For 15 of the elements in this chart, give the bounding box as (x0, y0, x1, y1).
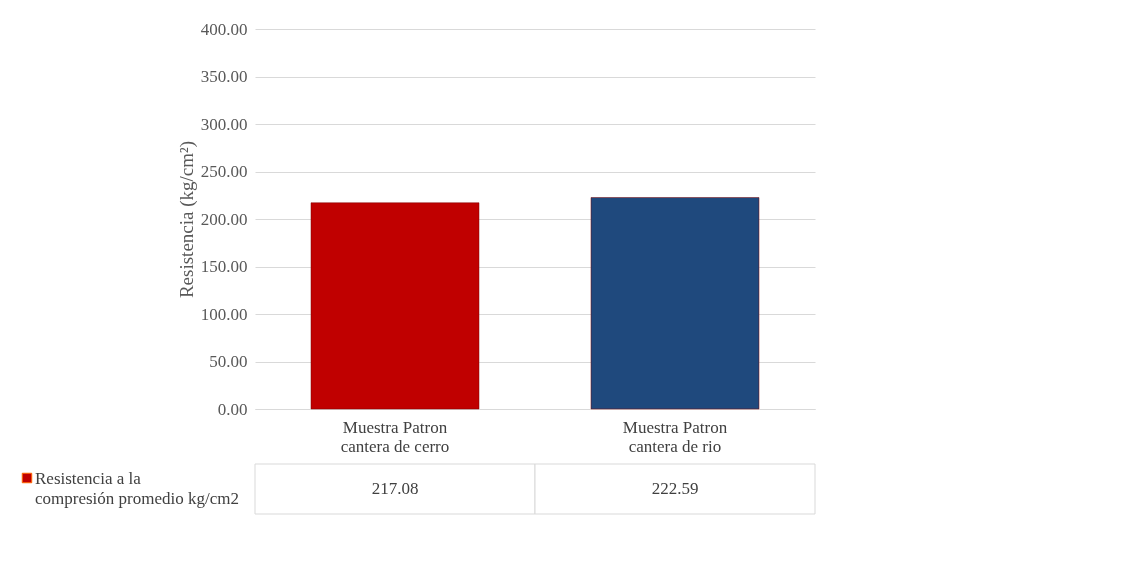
y-axis-title: Resistencia (kg/cm²) (175, 140, 198, 299)
x-tick-label: Muestra Patron cantera de cerro (340, 417, 450, 456)
y-tick-label: 250.00 (200, 162, 248, 181)
y-tick-label: 150.00 (200, 257, 248, 276)
data-label: 222.59 (651, 479, 699, 498)
y-tick-label: 50.00 (209, 352, 248, 371)
data-label: 217.08 (371, 479, 419, 498)
y-tick-label: 0.00 (217, 399, 248, 419)
y-tick-label: 200.00 (200, 209, 248, 229)
y-tick-label: 300.00 (200, 114, 248, 134)
y-tick-label: 400.00 (200, 19, 248, 39)
y-tick-label: 100.00 (200, 304, 248, 324)
y-tick-label: 350.00 (200, 67, 248, 86)
x-tick-label: Muestra Patron cantera de rio (622, 417, 728, 456)
legend-label: Resistencia a la compresión promedio kg/cm2 (35, 469, 239, 508)
